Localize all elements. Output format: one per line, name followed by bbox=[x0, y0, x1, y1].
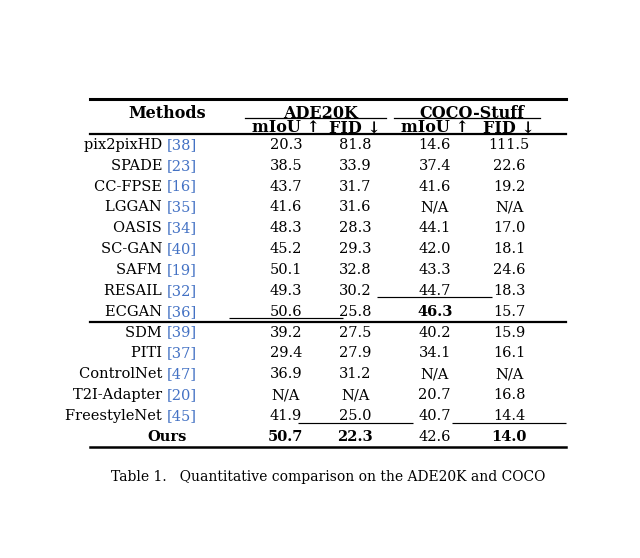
Text: 22.6: 22.6 bbox=[493, 158, 525, 172]
Text: LGGAN: LGGAN bbox=[106, 200, 167, 214]
Text: 111.5: 111.5 bbox=[488, 138, 530, 152]
Text: FID ↓: FID ↓ bbox=[330, 119, 381, 136]
Text: 16.1: 16.1 bbox=[493, 347, 525, 360]
Text: 42.6: 42.6 bbox=[419, 430, 451, 444]
Text: 15.7: 15.7 bbox=[493, 305, 525, 319]
Text: 18.1: 18.1 bbox=[493, 242, 525, 256]
Text: 15.9: 15.9 bbox=[493, 325, 525, 339]
Text: 46.3: 46.3 bbox=[417, 305, 452, 319]
Text: 29.3: 29.3 bbox=[339, 242, 372, 256]
Text: COCO-Stuff: COCO-Stuff bbox=[419, 105, 524, 122]
Text: 28.3: 28.3 bbox=[339, 222, 372, 235]
Text: 27.5: 27.5 bbox=[339, 325, 371, 339]
Text: SDM: SDM bbox=[125, 325, 167, 339]
Text: [19]: [19] bbox=[167, 263, 196, 277]
Text: 40.2: 40.2 bbox=[419, 325, 451, 339]
Text: 81.8: 81.8 bbox=[339, 138, 372, 152]
Text: [20]: [20] bbox=[167, 388, 197, 402]
Text: N/A: N/A bbox=[420, 367, 449, 381]
Text: ADE20K: ADE20K bbox=[283, 105, 358, 122]
Text: N/A: N/A bbox=[271, 388, 300, 402]
Text: 30.2: 30.2 bbox=[339, 284, 372, 298]
Text: 49.3: 49.3 bbox=[269, 284, 302, 298]
Text: Ours: Ours bbox=[147, 430, 186, 444]
Text: 37.4: 37.4 bbox=[419, 158, 451, 172]
Text: mIoU ↑: mIoU ↑ bbox=[252, 119, 320, 136]
Text: 14.0: 14.0 bbox=[492, 430, 527, 444]
Text: [45]: [45] bbox=[167, 409, 197, 423]
Text: 48.3: 48.3 bbox=[269, 222, 302, 235]
Text: RESAIL: RESAIL bbox=[104, 284, 167, 298]
Text: SC-GAN: SC-GAN bbox=[100, 242, 167, 256]
Text: SAFM: SAFM bbox=[116, 263, 167, 277]
Text: 50.1: 50.1 bbox=[269, 263, 302, 277]
Text: 29.4: 29.4 bbox=[269, 347, 302, 360]
Text: T2I-Adapter: T2I-Adapter bbox=[73, 388, 167, 402]
Text: [32]: [32] bbox=[167, 284, 197, 298]
Text: 17.0: 17.0 bbox=[493, 222, 525, 235]
Text: [34]: [34] bbox=[167, 222, 197, 235]
Text: N/A: N/A bbox=[495, 367, 524, 381]
Text: mIoU ↑: mIoU ↑ bbox=[401, 119, 468, 136]
Text: 41.6: 41.6 bbox=[419, 180, 451, 194]
Text: 45.2: 45.2 bbox=[269, 242, 302, 256]
Text: 20.3: 20.3 bbox=[269, 138, 302, 152]
Text: 24.6: 24.6 bbox=[493, 263, 525, 277]
Text: 34.1: 34.1 bbox=[419, 347, 451, 360]
Text: 25.8: 25.8 bbox=[339, 305, 372, 319]
Text: 27.9: 27.9 bbox=[339, 347, 371, 360]
Text: 31.2: 31.2 bbox=[339, 367, 371, 381]
Text: N/A: N/A bbox=[495, 200, 524, 214]
Text: 33.9: 33.9 bbox=[339, 158, 372, 172]
Text: [47]: [47] bbox=[167, 367, 197, 381]
Text: 25.0: 25.0 bbox=[339, 409, 372, 423]
Text: [23]: [23] bbox=[167, 158, 197, 172]
Text: [38]: [38] bbox=[167, 138, 197, 152]
Text: 19.2: 19.2 bbox=[493, 180, 525, 194]
Text: 43.3: 43.3 bbox=[419, 263, 451, 277]
Text: 18.3: 18.3 bbox=[493, 284, 525, 298]
Text: 40.7: 40.7 bbox=[419, 409, 451, 423]
Text: N/A: N/A bbox=[420, 200, 449, 214]
Text: [36]: [36] bbox=[167, 305, 197, 319]
Text: 41.6: 41.6 bbox=[269, 200, 302, 214]
Text: 14.6: 14.6 bbox=[419, 138, 451, 152]
Text: 39.2: 39.2 bbox=[269, 325, 302, 339]
Text: [35]: [35] bbox=[167, 200, 197, 214]
Text: ECGAN: ECGAN bbox=[105, 305, 167, 319]
Text: [37]: [37] bbox=[167, 347, 197, 360]
Text: [40]: [40] bbox=[167, 242, 197, 256]
Text: 16.8: 16.8 bbox=[493, 388, 525, 402]
Text: CC-FPSE: CC-FPSE bbox=[94, 180, 167, 194]
Text: 22.3: 22.3 bbox=[337, 430, 373, 444]
Text: 31.7: 31.7 bbox=[339, 180, 371, 194]
Text: 50.6: 50.6 bbox=[269, 305, 302, 319]
Text: Table 1.   Quantitative comparison on the ADE20K and COCO: Table 1. Quantitative comparison on the … bbox=[111, 470, 545, 484]
Text: ControlNet: ControlNet bbox=[79, 367, 167, 381]
Text: 20.7: 20.7 bbox=[419, 388, 451, 402]
Text: pix2pixHD: pix2pixHD bbox=[84, 138, 167, 152]
Text: 44.1: 44.1 bbox=[419, 222, 451, 235]
Text: 38.5: 38.5 bbox=[269, 158, 302, 172]
Text: 50.7: 50.7 bbox=[268, 430, 303, 444]
Text: PITI: PITI bbox=[131, 347, 167, 360]
Text: OASIS: OASIS bbox=[113, 222, 167, 235]
Text: 44.7: 44.7 bbox=[419, 284, 451, 298]
Text: 36.9: 36.9 bbox=[269, 367, 302, 381]
Text: Methods: Methods bbox=[128, 105, 205, 122]
Text: 43.7: 43.7 bbox=[269, 180, 302, 194]
Text: N/A: N/A bbox=[341, 388, 369, 402]
Text: 31.6: 31.6 bbox=[339, 200, 372, 214]
Text: 42.0: 42.0 bbox=[419, 242, 451, 256]
Text: 14.4: 14.4 bbox=[493, 409, 525, 423]
Text: [39]: [39] bbox=[167, 325, 197, 339]
Text: 32.8: 32.8 bbox=[339, 263, 372, 277]
Text: FID ↓: FID ↓ bbox=[483, 119, 535, 136]
Text: SPADE: SPADE bbox=[111, 158, 167, 172]
Text: 41.9: 41.9 bbox=[269, 409, 302, 423]
Text: FreestyleNet: FreestyleNet bbox=[65, 409, 167, 423]
Text: [16]: [16] bbox=[167, 180, 197, 194]
